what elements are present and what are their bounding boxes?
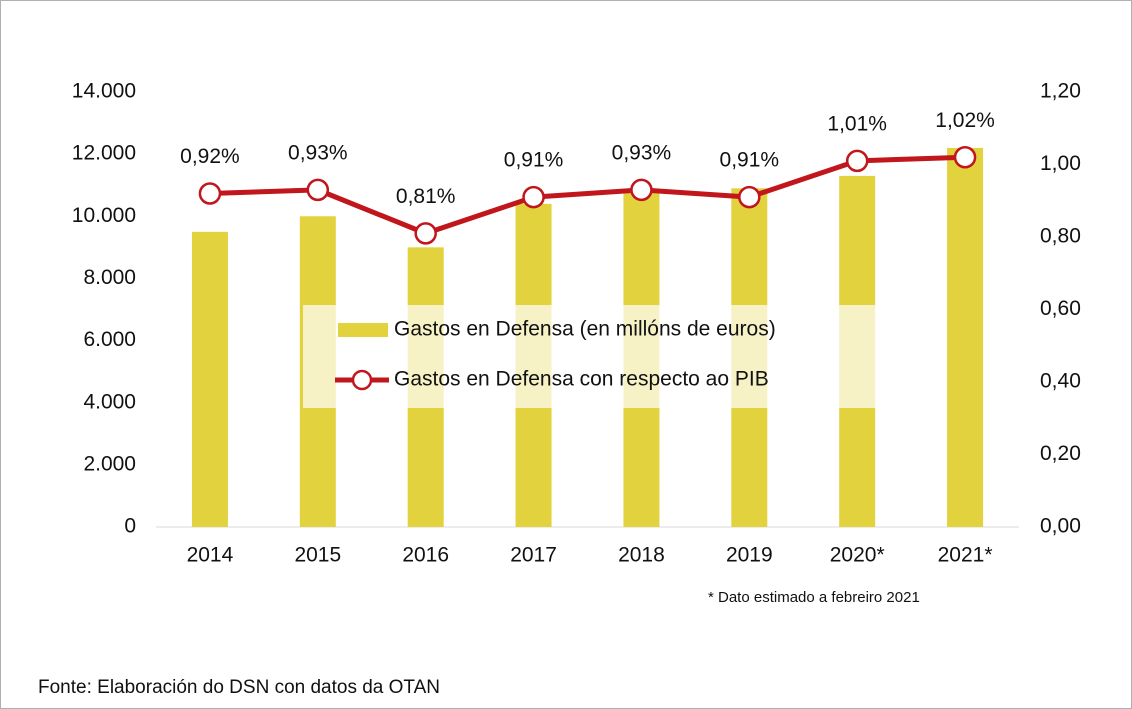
- data-label: 0,93%: [612, 141, 672, 164]
- footnote: * Dato estimado a febreiro 2021: [708, 589, 920, 606]
- x-tick-label: 2017: [510, 544, 557, 567]
- data-label: 0,93%: [288, 141, 348, 164]
- data-label: 0,91%: [720, 149, 780, 172]
- legend-swatch: [338, 323, 388, 337]
- legend-swatch: [351, 369, 373, 391]
- line-marker: [738, 185, 761, 209]
- line-marker: [306, 178, 330, 202]
- legend-box: [303, 305, 878, 408]
- line-marker: [522, 185, 545, 209]
- source: Fonte: Elaboración do DSN con datos da O…: [38, 677, 440, 698]
- legend-label: Gastos en Defensa (en millóns de euros): [394, 318, 776, 341]
- line-marker: [198, 182, 222, 205]
- line-marker: [845, 149, 869, 173]
- y-tick-label: 4.000: [83, 390, 136, 413]
- x-tick-label: 2019: [726, 544, 773, 567]
- y-tick-label: 6.000: [83, 328, 136, 351]
- line-marker: [414, 222, 437, 245]
- y2-tick-label: 0,00: [1040, 515, 1081, 538]
- legend-label: Gastos en Defensa con respecto ao PIB: [394, 368, 769, 391]
- y2-tick-label: 0,40: [1040, 370, 1081, 393]
- line: [209, 154, 966, 236]
- data-label: 0,92%: [180, 145, 240, 168]
- data-label: 0,91%: [504, 149, 564, 172]
- x-tick-label: 2018: [618, 544, 665, 567]
- data-label: 1,02%: [935, 109, 995, 132]
- y-tick-label: 0: [124, 515, 136, 538]
- y-tick-label: 8.000: [83, 266, 136, 289]
- x-tick-label: 2015: [294, 544, 341, 567]
- y-tick-label: 2.000: [83, 452, 136, 475]
- x-tick-label: 2016: [402, 544, 449, 567]
- data-label: 1,01%: [827, 112, 887, 135]
- y-tick-label: 10.000: [72, 204, 136, 227]
- x-tick-label: 2020*: [830, 544, 885, 567]
- line-marker: [953, 146, 977, 169]
- y-tick-label: 12.000: [72, 142, 136, 165]
- y2-tick-label: 1,00: [1040, 152, 1081, 175]
- x-tick-label: 2014: [187, 544, 234, 567]
- x-tick-label: 2021*: [938, 544, 993, 567]
- line-marker: [630, 178, 653, 202]
- y2-tick-label: 1,20: [1040, 80, 1081, 103]
- bar: [947, 147, 984, 527]
- bar: [191, 231, 228, 528]
- y2-tick-label: 0,60: [1040, 297, 1081, 320]
- y2-tick-label: 0,20: [1040, 442, 1081, 465]
- y-tick-label: 14.000: [72, 80, 136, 103]
- data-label: 0,81%: [396, 185, 456, 208]
- y2-tick-label: 0,80: [1040, 225, 1081, 248]
